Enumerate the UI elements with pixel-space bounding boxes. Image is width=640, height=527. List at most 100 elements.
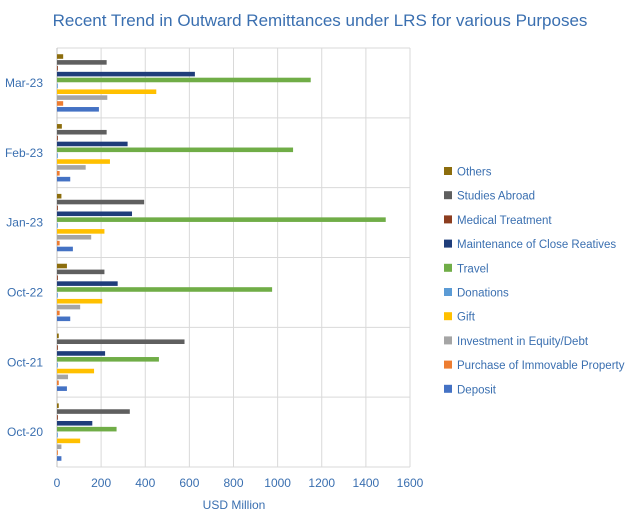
category-label: Oct-20 — [7, 425, 43, 439]
bar-investment-in-equity-debt-oct-22 — [57, 304, 81, 310]
legend-swatch — [444, 191, 452, 200]
bar-others-oct-22 — [57, 263, 67, 269]
bar-donations-feb-23 — [57, 153, 58, 158]
legend-label: Investment in Equity/Debt — [457, 336, 589, 348]
bar-gift-feb-23 — [57, 159, 110, 164]
bar-donations-oct-22 — [57, 293, 58, 298]
legend-swatch — [444, 263, 452, 272]
x-tick-label: 1000 — [264, 476, 291, 490]
bar-investment-in-equity-debt-mar-23 — [57, 95, 108, 100]
bar-purchase-of-immovable-property-oct-21 — [57, 380, 59, 386]
bar-medical-treatment-jan-23 — [57, 205, 58, 211]
chart-title: Recent Trend in Outward Remittances unde… — [53, 11, 588, 30]
bar-gift-jan-23 — [57, 229, 105, 234]
bar-donations-oct-20 — [57, 432, 58, 438]
bar-others-oct-20 — [57, 403, 59, 408]
legend: Others Studies Abroad Medical Treatment Mai… — [444, 167, 625, 396]
legend-label: Gift — [457, 312, 476, 324]
bar-investment-in-equity-debt-oct-20 — [57, 444, 62, 450]
legend-swatch — [444, 239, 452, 248]
legend-label: Purchase of Immovable Property — [457, 360, 625, 372]
bar-deposit-feb-23 — [57, 176, 71, 182]
bar-maintenance-of-close-reatives-oct-20 — [57, 420, 93, 426]
bar-donations-jan-23 — [57, 223, 58, 228]
legend-swatch — [444, 167, 452, 175]
x-tick-label: 0 — [54, 476, 61, 490]
x-tick-label: 800 — [223, 476, 243, 490]
bar-gift-oct-22 — [57, 298, 103, 304]
legend-label: Donations — [457, 288, 509, 300]
legend-label: Deposit — [457, 384, 497, 396]
bar-purchase-of-immovable-property-oct-22 — [57, 310, 60, 316]
gridlines — [56, 47, 411, 468]
legend-label: Studies Abroad — [457, 191, 535, 203]
legend-label: Medical Treatment — [457, 215, 552, 227]
category-label: Jan-23 — [6, 216, 43, 230]
bar-purchase-of-immovable-property-mar-23 — [57, 101, 64, 106]
bar-medical-treatment-oct-21 — [57, 345, 58, 350]
bar-travel-mar-23 — [57, 77, 311, 83]
bar-deposit-oct-20 — [57, 456, 62, 461]
bar-maintenance-of-close-reatives-oct-22 — [57, 281, 118, 286]
bar-investment-in-equity-debt-jan-23 — [57, 234, 92, 240]
bar-deposit-mar-23 — [57, 107, 99, 112]
bar-travel-feb-23 — [57, 147, 294, 153]
bar-purchase-of-immovable-property-jan-23 — [57, 240, 60, 246]
bar-purchase-of-immovable-property-feb-23 — [57, 170, 60, 176]
bar-maintenance-of-close-reatives-feb-23 — [57, 141, 128, 147]
bar-studies-abroad-jan-23 — [57, 199, 145, 205]
legend-label: Travel — [457, 263, 489, 275]
bar-gift-oct-21 — [57, 368, 95, 374]
category-label: Oct-22 — [7, 285, 43, 299]
bar-travel-oct-22 — [57, 287, 273, 292]
bar-purchase-of-immovable-property-oct-20 — [57, 450, 58, 455]
bars — [57, 54, 386, 461]
x-tick-label: 600 — [179, 476, 199, 490]
bar-maintenance-of-close-reatives-oct-21 — [57, 351, 106, 356]
bar-maintenance-of-close-reatives-jan-23 — [57, 211, 133, 217]
bar-studies-abroad-oct-20 — [57, 409, 130, 414]
bar-deposit-jan-23 — [57, 246, 73, 252]
bar-deposit-oct-22 — [57, 316, 71, 322]
bar-deposit-oct-21 — [57, 386, 67, 391]
x-axis-title: USD Million — [203, 498, 266, 512]
legend-swatch — [444, 360, 452, 369]
legend-swatch — [444, 336, 452, 345]
bar-investment-in-equity-debt-feb-23 — [57, 165, 86, 170]
category-label: Mar-23 — [5, 76, 43, 90]
bar-others-mar-23 — [57, 54, 64, 59]
legend-swatch — [444, 384, 452, 393]
legend-label: Others — [457, 167, 492, 179]
legend-label: Maintenance of Close Reatives — [457, 239, 616, 251]
bar-travel-oct-20 — [57, 426, 117, 432]
legend-swatch — [444, 312, 452, 321]
x-tick-label: 400 — [135, 476, 155, 490]
bar-studies-abroad-oct-21 — [57, 339, 185, 345]
bar-medical-treatment-mar-23 — [57, 65, 58, 71]
bar-donations-mar-23 — [57, 83, 58, 89]
bar-others-oct-21 — [57, 333, 59, 339]
bar-maintenance-of-close-reatives-mar-23 — [57, 71, 195, 77]
bar-medical-treatment-oct-20 — [57, 415, 58, 420]
bar-studies-abroad-feb-23 — [57, 129, 107, 135]
bar-donations-oct-21 — [57, 362, 58, 368]
x-tick-label: 1200 — [308, 476, 335, 490]
category-label: Feb-23 — [5, 146, 43, 160]
bar-others-jan-23 — [57, 193, 62, 199]
bar-medical-treatment-feb-23 — [57, 135, 58, 141]
bar-medical-treatment-oct-22 — [57, 275, 58, 281]
bar-travel-oct-21 — [57, 357, 159, 362]
x-axis-ticks: 0 200 400 600 800 1000 1200 1400 1600 — [54, 476, 424, 490]
bar-investment-in-equity-debt-oct-21 — [57, 374, 69, 380]
category-label: Oct-21 — [7, 355, 43, 369]
bar-gift-mar-23 — [57, 89, 157, 95]
bar-others-feb-23 — [57, 124, 62, 129]
bar-travel-jan-23 — [57, 217, 386, 222]
legend-swatch — [444, 215, 452, 224]
x-tick-label: 200 — [91, 476, 111, 490]
bar-gift-oct-20 — [57, 438, 81, 444]
x-tick-label: 1400 — [353, 476, 380, 490]
x-tick-label: 1600 — [397, 476, 424, 490]
